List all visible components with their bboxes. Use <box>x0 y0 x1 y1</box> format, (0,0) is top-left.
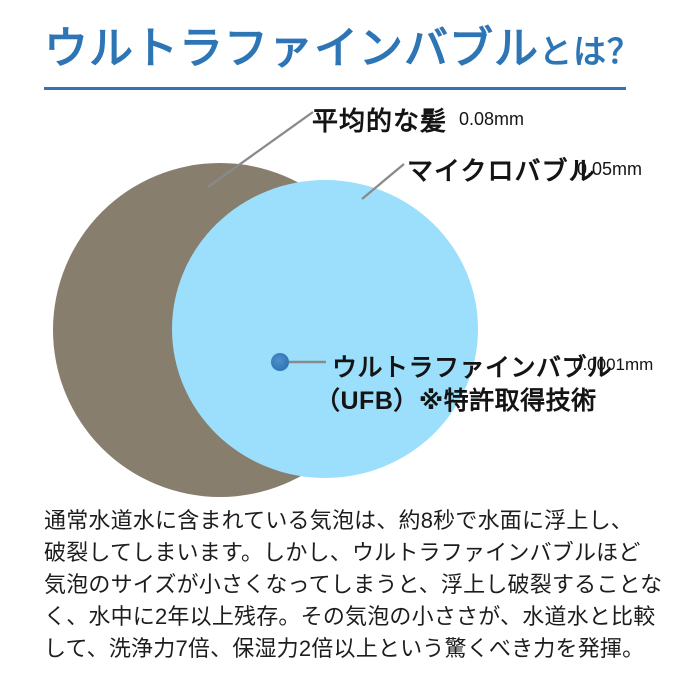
page-title-suffix: とは？ <box>539 33 641 70</box>
description-line: 破裂してしまいます。しかし、ウルトラファインバブルほど <box>44 540 641 565</box>
description-line: く、水中に2年以上残存。その気泡の小ささが、水道水と比較 <box>44 604 656 629</box>
hair-label: 平均的な髪 <box>312 106 448 136</box>
ultra-fine-bubble-note-label: （UFB）※特許取得技術 <box>315 387 597 415</box>
description-paragraph: 通常水道水に含まれている気泡は、約8秒で水面に浮上し、 破裂してしまいます。しか… <box>44 505 662 665</box>
ultra-fine-bubble-label: ウルトラファインバブル <box>332 354 613 382</box>
micro-bubble-leader-line <box>361 163 405 200</box>
page-title: ウルトラファインバブルとは？ <box>44 24 640 90</box>
ultra-fine-bubble-dot <box>271 353 289 371</box>
description-line: 気泡のサイズが小さくなってしまうと、浮上し破裂することな <box>44 572 663 597</box>
ultra-fine-bubble-size-label: 0.0001mm <box>573 355 654 374</box>
hair-size-label: 0.08mm <box>459 109 525 129</box>
description-line: 通常水道水に含まれている気泡は、約8秒で水面に浮上し、 <box>44 508 633 533</box>
micro-bubble-circle <box>172 180 478 478</box>
micro-bubble-size-label: 0.05mm <box>577 159 643 179</box>
description-line: して、洗浄力7倍、保湿力2倍以上という驚くべき力を発揮。 <box>44 636 645 661</box>
hair-leader-line <box>207 111 314 188</box>
page-title-main: ウルトラファインバブル <box>44 24 539 73</box>
micro-bubble-label: マイクロバブル <box>407 156 596 186</box>
